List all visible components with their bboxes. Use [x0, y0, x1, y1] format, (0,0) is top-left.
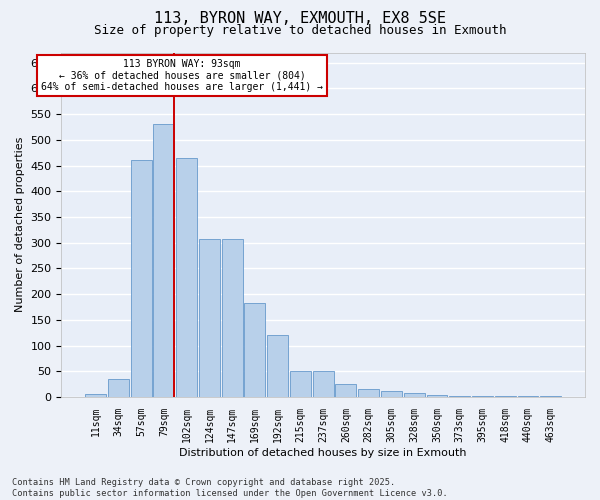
Bar — [335, 384, 356, 397]
Bar — [427, 395, 448, 397]
Bar — [267, 336, 288, 397]
Bar — [472, 396, 493, 397]
Text: Size of property relative to detached houses in Exmouth: Size of property relative to detached ho… — [94, 24, 506, 37]
Bar — [199, 239, 220, 397]
Bar — [518, 396, 538, 397]
Text: 113 BYRON WAY: 93sqm
← 36% of detached houses are smaller (804)
64% of semi-deta: 113 BYRON WAY: 93sqm ← 36% of detached h… — [41, 59, 323, 92]
Bar — [540, 396, 561, 397]
Bar — [404, 394, 425, 397]
Text: 113, BYRON WAY, EXMOUTH, EX8 5SE: 113, BYRON WAY, EXMOUTH, EX8 5SE — [154, 11, 446, 26]
Text: Contains HM Land Registry data © Crown copyright and database right 2025.
Contai: Contains HM Land Registry data © Crown c… — [12, 478, 448, 498]
Bar — [176, 158, 197, 397]
Bar — [85, 394, 106, 397]
Bar — [358, 390, 379, 397]
X-axis label: Distribution of detached houses by size in Exmouth: Distribution of detached houses by size … — [179, 448, 467, 458]
Bar — [222, 239, 242, 397]
Bar — [131, 160, 152, 397]
Y-axis label: Number of detached properties: Number of detached properties — [15, 137, 25, 312]
Bar — [449, 396, 470, 397]
Bar — [290, 372, 311, 397]
Bar — [381, 392, 402, 397]
Bar — [154, 124, 175, 397]
Bar — [313, 372, 334, 397]
Bar — [108, 379, 129, 397]
Bar — [495, 396, 515, 397]
Bar — [244, 303, 265, 397]
